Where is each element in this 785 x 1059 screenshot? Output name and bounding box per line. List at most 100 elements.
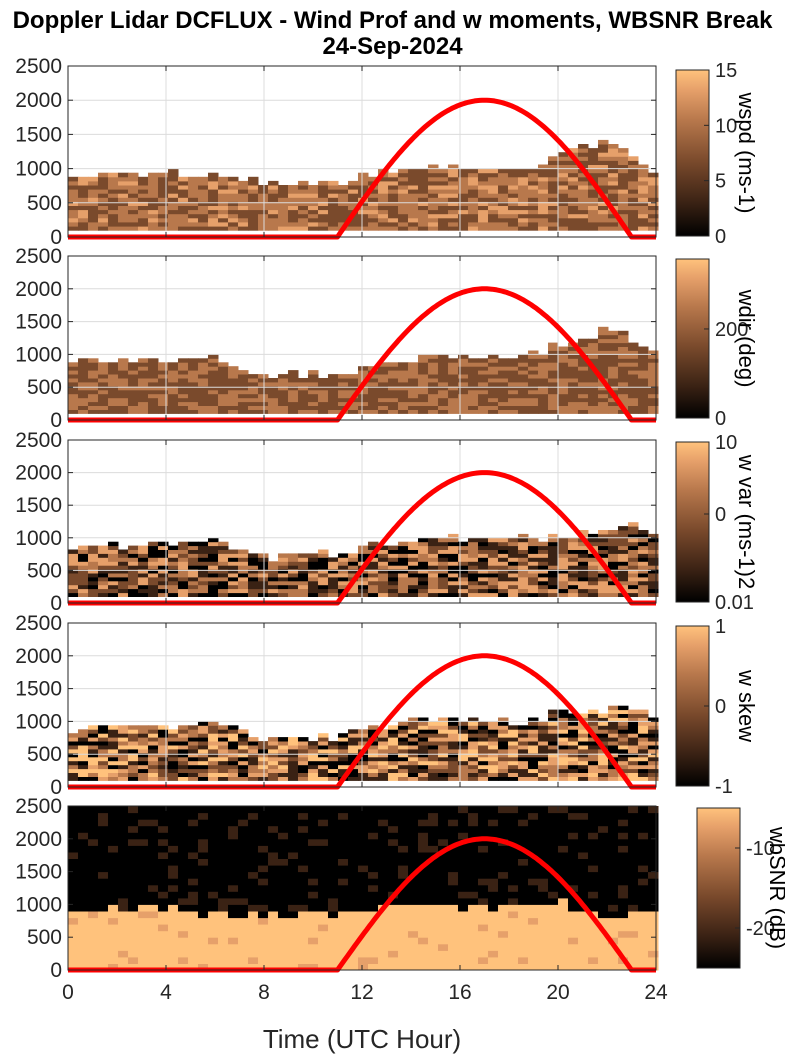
heat-cell (438, 851, 449, 859)
heat-cell (638, 737, 649, 742)
heat-cell (288, 768, 299, 773)
heat-cell (118, 845, 129, 853)
heat-cell (228, 209, 239, 215)
heat-cell (138, 180, 149, 186)
heat-cell (288, 956, 299, 964)
heat-cell (578, 937, 589, 945)
heat-cell (438, 878, 449, 886)
heat-cell (388, 930, 399, 938)
heat-cell (468, 209, 479, 215)
heat-cell (258, 401, 269, 406)
heat-cell (398, 917, 409, 925)
heat-cell (638, 573, 649, 578)
heat-cell (408, 197, 419, 202)
heat-cell (508, 580, 519, 586)
heat-cell (508, 963, 519, 971)
heat-cell (348, 825, 359, 833)
heat-cell (618, 565, 629, 570)
heat-cell (648, 565, 659, 570)
heat-cell (328, 776, 339, 781)
heat-cell (368, 891, 379, 899)
heat-cell (288, 917, 299, 925)
heat-cell (628, 366, 639, 371)
heat-cell (518, 561, 529, 566)
heat-cell (148, 378, 159, 383)
heat-cell (608, 565, 619, 570)
heat-cell (328, 226, 339, 231)
heat-cell (178, 776, 189, 781)
heat-cell (488, 871, 499, 879)
heat-cell (408, 588, 419, 594)
heat-cell (218, 366, 229, 371)
heat-cell (418, 911, 429, 919)
heat-cell (88, 378, 99, 383)
heat-cell (568, 226, 579, 231)
heat-cell (558, 561, 569, 566)
heat-cell (648, 569, 659, 574)
heat-cell (448, 943, 459, 951)
heat-cell (378, 180, 389, 186)
heat-cell (538, 733, 549, 738)
heat-cell (118, 401, 129, 406)
heat-cell (158, 209, 169, 215)
heat-cell (418, 851, 429, 859)
heat-cell (558, 760, 569, 766)
heat-cell (408, 222, 419, 227)
heat-cell (178, 370, 189, 375)
heat-cell (428, 760, 439, 766)
heat-cell (508, 917, 519, 925)
heat-cell (618, 741, 629, 746)
heat-cell (558, 937, 569, 945)
heat-cell (238, 193, 249, 198)
heat-cell (188, 741, 199, 746)
heat-cell (98, 366, 109, 371)
heat-cell (448, 858, 459, 866)
heat-cell (148, 209, 159, 215)
heat-cell (88, 930, 99, 938)
heat-cell (208, 865, 219, 873)
heat-cell (168, 401, 179, 406)
heat-cell (428, 943, 439, 951)
heat-cell (68, 891, 79, 899)
heat-cell (248, 176, 259, 182)
heat-cell (548, 737, 559, 742)
heat-cell (388, 749, 399, 754)
heat-cell (148, 393, 159, 399)
heat-cell (418, 806, 429, 814)
heat-cell (68, 741, 79, 746)
heat-cell (498, 176, 509, 182)
heat-cell (538, 382, 549, 387)
heat-cell (488, 752, 499, 758)
heat-cell (278, 385, 289, 391)
heat-cell (508, 725, 519, 730)
heat-cell (148, 409, 159, 414)
heat-cell (468, 561, 479, 566)
heat-cell (488, 858, 499, 866)
heat-cell (198, 878, 209, 886)
heat-cell (478, 721, 489, 726)
heat-cell (478, 537, 489, 543)
heat-cell (188, 549, 199, 554)
heat-cell (578, 401, 589, 406)
heat-cell (248, 389, 259, 395)
heat-cell (448, 401, 459, 406)
heat-cell (88, 573, 99, 578)
heat-cell (588, 580, 599, 586)
heat-cell (528, 911, 539, 919)
heat-cell (78, 749, 89, 754)
heat-cell (408, 201, 419, 206)
heat-cell (488, 733, 499, 738)
heat-cell (138, 553, 149, 558)
heat-cell (528, 382, 539, 387)
heat-cell (468, 185, 479, 190)
heat-cell (178, 725, 189, 730)
heat-cell (598, 725, 609, 730)
heat-cell (268, 891, 279, 899)
heat-cell (338, 561, 349, 566)
heat-cell (98, 393, 109, 399)
heat-cell (118, 197, 129, 202)
heat-cell (448, 185, 459, 190)
heat-cell (278, 185, 289, 190)
heat-cell (358, 576, 369, 582)
heat-cell (98, 858, 109, 866)
